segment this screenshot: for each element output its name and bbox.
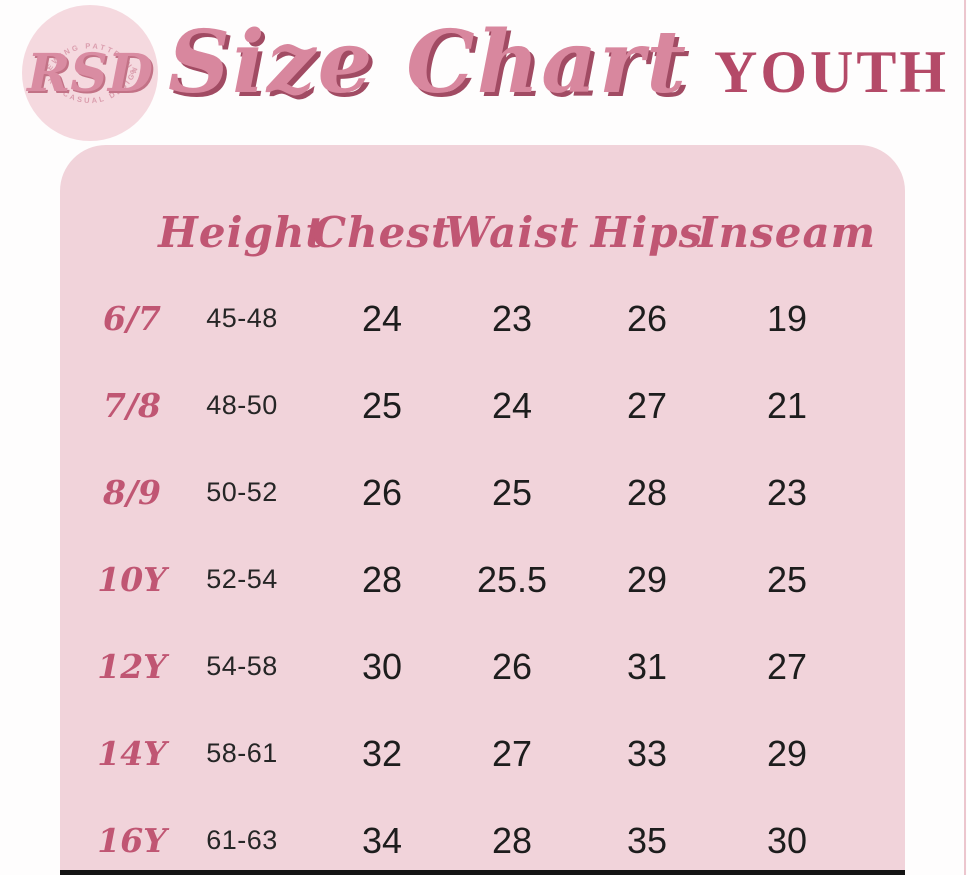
brand-logo: SEWING PATTERNS RETRO CASUAL DESIGNS RSD	[22, 5, 158, 141]
inseam-cell: 25	[766, 558, 808, 600]
hips-cell: 28	[626, 471, 668, 513]
height-cell: 54-58	[206, 651, 278, 681]
size-cell: 12Y	[97, 647, 167, 686]
logo-monogram: RSD	[27, 43, 153, 104]
inseam-cell: 27	[766, 645, 808, 687]
column-header-height: Height	[158, 208, 326, 257]
height-cell: 48-50	[206, 390, 278, 420]
height-cell: 58-61	[206, 738, 278, 768]
inseam-cell: 21	[766, 384, 808, 426]
chest-cell: 24	[361, 297, 403, 339]
size-cell: 6/7	[103, 299, 161, 338]
size-cell: 7/8	[103, 386, 161, 425]
inseam-cell: 19	[766, 297, 808, 339]
waist-cell: 23	[491, 297, 533, 339]
waist-cell: 28	[491, 819, 533, 861]
height-cell: 45-48	[206, 303, 278, 333]
waist-cell: 24	[491, 384, 533, 426]
audience-label: YOUTH	[714, 39, 950, 105]
hips-cell: 27	[626, 384, 668, 426]
size-cell: 14Y	[97, 734, 167, 773]
size-cell: 10Y	[97, 560, 167, 599]
size-chart-panel: Height Chest Waist Hips Inseam 6/7 45-48…	[60, 145, 905, 875]
title-group: Size Chart YOUTH	[168, 8, 949, 118]
hips-cell: 29	[626, 558, 668, 600]
waist-cell: 27	[491, 732, 533, 774]
height-cell: 50-52	[206, 477, 278, 507]
inseam-cell: 23	[766, 471, 808, 513]
height-cell: 61-63	[206, 825, 278, 855]
chest-cell: 32	[361, 732, 403, 774]
chest-cell: 30	[361, 645, 403, 687]
hips-cell: 33	[626, 732, 668, 774]
chest-cell: 34	[361, 819, 403, 861]
bottom-divider-bar	[60, 870, 905, 875]
waist-cell: 25.5	[476, 558, 548, 600]
size-cell: 16Y	[97, 821, 167, 860]
hips-cell: 35	[626, 819, 668, 861]
waist-cell: 25	[491, 471, 533, 513]
size-table: Height Chest Waist Hips Inseam 6/7 45-48…	[60, 190, 905, 875]
waist-cell: 26	[491, 645, 533, 687]
column-header-hips: Hips	[590, 208, 704, 257]
inseam-cell: 30	[766, 819, 808, 861]
column-header-waist: Waist	[444, 208, 580, 257]
logo-circle-icon: SEWING PATTERNS RETRO CASUAL DESIGNS	[22, 5, 138, 105]
chest-cell: 26	[361, 471, 403, 513]
page-title: Size Chart	[168, 12, 689, 113]
inseam-cell: 29	[766, 732, 808, 774]
chest-cell: 28	[361, 558, 403, 600]
column-header-chest: Chest	[312, 208, 452, 257]
right-edge-line	[964, 0, 966, 875]
height-cell: 52-54	[206, 564, 278, 594]
hips-cell: 31	[626, 645, 668, 687]
hips-cell: 26	[626, 297, 668, 339]
page-header: SEWING PATTERNS RETRO CASUAL DESIGNS RSD…	[0, 0, 967, 145]
chest-cell: 25	[361, 384, 403, 426]
size-cell: 8/9	[103, 473, 161, 512]
column-header-inseam: Inseam	[697, 208, 877, 257]
